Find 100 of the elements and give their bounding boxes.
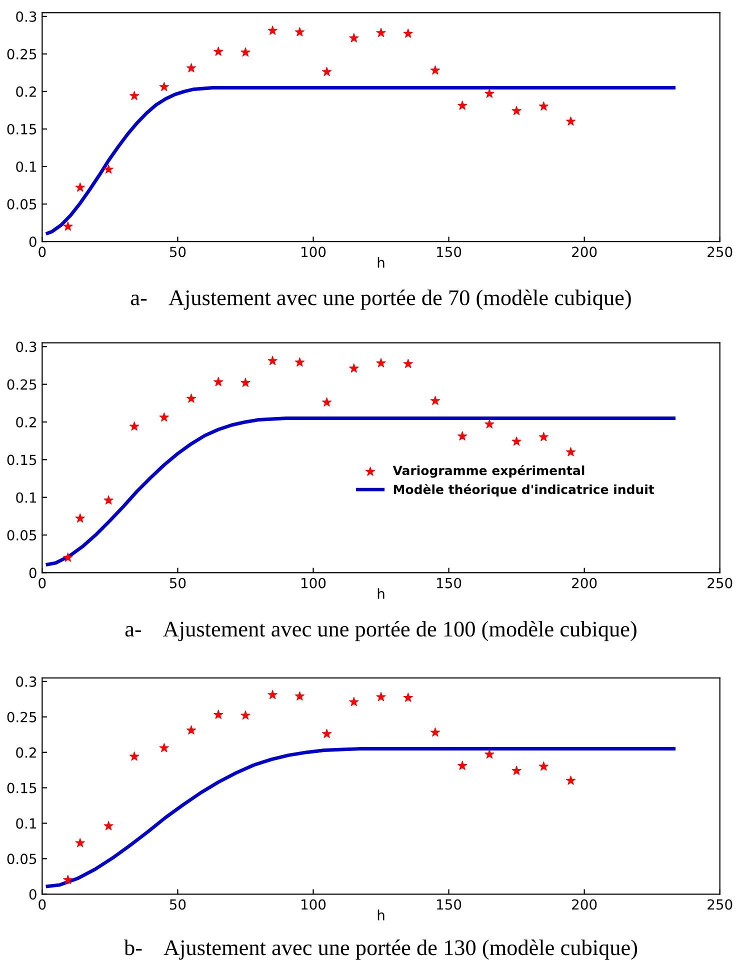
point xyxy=(376,28,386,38)
point xyxy=(566,447,576,456)
x-tick-label: 100 xyxy=(302,578,326,588)
line-series xyxy=(46,86,676,236)
point xyxy=(63,874,73,884)
point xyxy=(214,710,224,719)
x-tick-label: 250 xyxy=(708,899,732,910)
point xyxy=(376,358,386,368)
x-tick-label: 150 xyxy=(437,246,462,258)
point xyxy=(75,513,85,523)
y-tick-label: 0.15 xyxy=(7,124,36,134)
y-tick-label: 0.25 xyxy=(7,48,36,60)
x-tick-label: 0 xyxy=(38,246,46,258)
y-tick-label: 0.05 xyxy=(7,199,36,210)
x-tick-label: 100 xyxy=(302,899,326,910)
point xyxy=(294,27,304,36)
text: a- Ajustement avec une portée de 70 (modèle cubique) xyxy=(130,290,631,310)
x-axis-title: h xyxy=(378,910,384,920)
point xyxy=(458,431,468,440)
line-series xyxy=(46,747,676,888)
x-tick-label: 100 xyxy=(302,246,326,258)
y-tick-label: 0.1 xyxy=(16,818,36,829)
point xyxy=(538,432,548,442)
point xyxy=(63,552,73,562)
x-tick-label: 50 xyxy=(170,246,186,258)
point xyxy=(403,692,413,702)
point xyxy=(130,90,140,100)
point xyxy=(104,164,114,174)
point xyxy=(214,46,224,56)
y-tick-label: 0.2 xyxy=(16,416,36,428)
y-tick-label: 0.2 xyxy=(16,86,36,97)
point xyxy=(186,63,196,72)
point xyxy=(268,690,278,700)
y-tick-label: 0.1 xyxy=(16,161,36,172)
y-tick-label: 0.1 xyxy=(16,492,36,503)
point xyxy=(159,82,169,92)
point xyxy=(403,358,413,368)
y-tick-label: 0.3 xyxy=(16,342,36,352)
x-tick-label: 200 xyxy=(572,246,597,258)
point xyxy=(512,436,522,446)
point xyxy=(322,397,332,407)
x-tick-label: 250 xyxy=(708,246,732,258)
text: a- Ajustement avec une portée de 100 (modèle cubique) xyxy=(125,620,636,642)
point xyxy=(484,749,494,759)
legend-label: Modèle théorique d'indicatrice induit xyxy=(394,484,654,497)
point xyxy=(75,838,85,848)
x-tick-label: 250 xyxy=(708,578,732,588)
x-tick-label: 200 xyxy=(572,899,597,910)
y-tick-label: 0 xyxy=(29,568,36,578)
point xyxy=(322,66,332,76)
point xyxy=(349,363,359,373)
y-tick-label: 0.05 xyxy=(7,530,36,541)
point xyxy=(104,821,114,830)
x-tick-label: 50 xyxy=(170,899,186,910)
point xyxy=(130,421,140,431)
x-tick-label: 0 xyxy=(38,899,46,910)
point xyxy=(159,412,169,422)
point xyxy=(240,710,250,720)
text: b- Ajustement avec une portée de 130 (modèle cubique) xyxy=(124,940,638,960)
x-tick-label: 50 xyxy=(170,578,186,588)
point xyxy=(186,725,196,734)
point xyxy=(430,727,440,737)
point xyxy=(63,222,73,231)
point xyxy=(512,766,522,775)
point xyxy=(349,33,359,42)
point xyxy=(430,396,440,405)
x-tick-label: 150 xyxy=(437,899,462,910)
point xyxy=(240,47,250,57)
point xyxy=(538,101,548,111)
y-tick-label: 0.05 xyxy=(7,854,36,864)
point xyxy=(75,182,85,192)
point xyxy=(104,495,114,504)
point xyxy=(186,394,196,403)
point xyxy=(512,106,522,116)
point xyxy=(294,357,304,367)
y-tick-label: 0.15 xyxy=(7,782,36,794)
point xyxy=(268,356,278,366)
x-tick-label: 0 xyxy=(38,578,46,588)
point xyxy=(484,88,494,98)
point xyxy=(240,378,250,387)
legend-label: Variogramme expérimental xyxy=(392,464,584,478)
y-tick-label: 0.2 xyxy=(16,747,36,758)
point xyxy=(268,26,278,35)
y-tick-label: 0.25 xyxy=(7,712,36,722)
point xyxy=(566,776,576,785)
point xyxy=(349,697,359,706)
point xyxy=(458,760,468,770)
point xyxy=(403,28,413,38)
point xyxy=(566,116,576,126)
point xyxy=(214,377,224,386)
y-tick-label: 0 xyxy=(29,236,36,248)
y-tick-label: 0.25 xyxy=(7,379,36,390)
point xyxy=(538,762,548,771)
point xyxy=(430,65,440,75)
y-tick-label: 0 xyxy=(29,889,36,900)
x-tick-label: 200 xyxy=(572,578,597,588)
y-tick-label: 0.15 xyxy=(7,454,36,466)
y-tick-label: 0.3 xyxy=(16,676,36,687)
y-tick-label: 0.3 xyxy=(16,11,36,22)
point xyxy=(130,752,140,761)
